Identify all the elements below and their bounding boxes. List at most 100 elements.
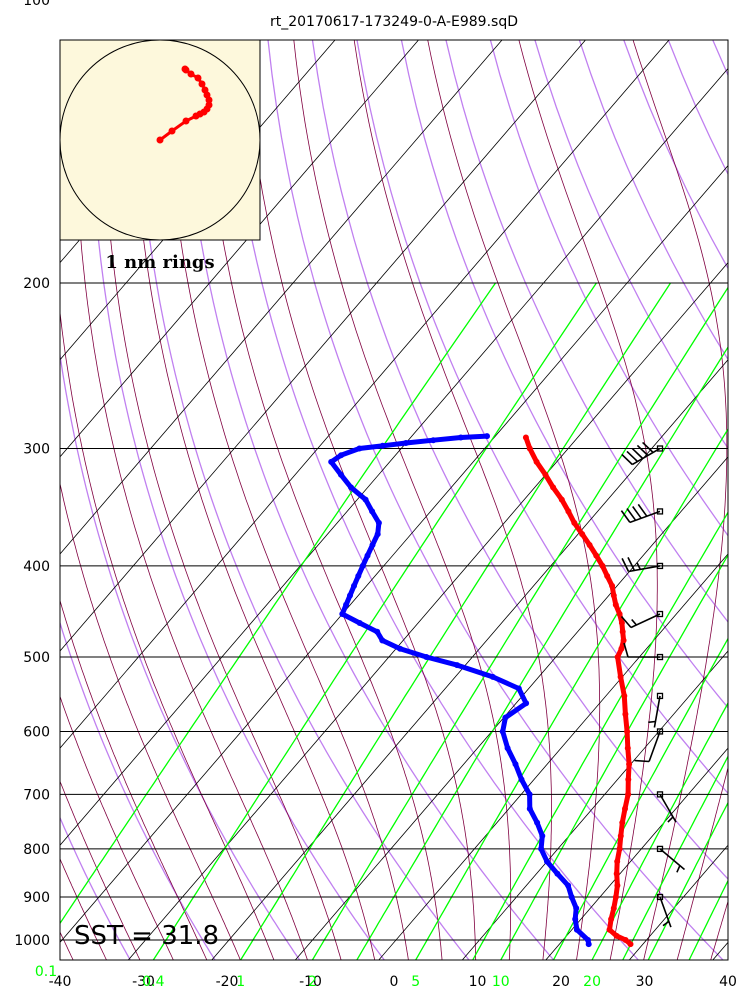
- temperature-tick-labels: -40 -30 -20 -10 0 10 20 30 40: [49, 974, 737, 990]
- mixing-ratio-tick-label: 20: [583, 974, 601, 990]
- dewpoint-point: [339, 611, 346, 617]
- mixing-ratio-lines: [60, 282, 728, 960]
- wind-barbs: [620, 441, 686, 928]
- dewpoint-point: [369, 508, 376, 515]
- mixing-ratio-line: [647, 801, 728, 960]
- temperature-point: [593, 552, 600, 559]
- mixing-ratio-tick-label: 2: [308, 974, 317, 990]
- sst-annotation: SST = 31.8: [74, 921, 219, 951]
- dewpoint-point: [523, 700, 530, 707]
- temperature-point: [558, 496, 565, 503]
- temperature-point: [609, 582, 616, 589]
- isotherm-line: [60, 40, 420, 458]
- dewpoint-point: [572, 916, 579, 923]
- hodograph-point: [168, 127, 176, 135]
- isotherm-line: [211, 359, 728, 960]
- dry-adiabat-line: [534, 40, 728, 450]
- wind-barb-half-feather: [648, 720, 656, 724]
- wind-barb-feather: [626, 450, 639, 463]
- mixing-ratio-line: [591, 701, 728, 960]
- isotherm-line: [60, 40, 503, 555]
- dewpoint-point: [343, 601, 350, 608]
- temperature-point: [606, 926, 613, 933]
- dewpoint-point: [402, 440, 409, 446]
- temperature-point: [620, 637, 627, 644]
- pressure-tick-label: 900: [23, 890, 50, 906]
- plot-frame: [59, 39, 729, 961]
- wind-barb-feather: [636, 444, 649, 457]
- mixing-ratio-tick-label: 1: [236, 974, 245, 990]
- dry-adiabat-line: [400, 40, 728, 709]
- hodograph-label: 1 nm rings: [105, 252, 214, 273]
- dewpoint-point: [397, 645, 404, 652]
- dewpoint-point: [454, 662, 461, 669]
- temperature-tick-label: 10: [469, 974, 487, 990]
- wind-barb-station: [656, 728, 664, 735]
- dewpoint-point: [573, 926, 580, 933]
- hodograph-point: [194, 74, 202, 82]
- dewpoint-point: [362, 496, 369, 503]
- wind-barb-feather: [634, 759, 650, 763]
- temperature-point: [624, 745, 631, 752]
- temperature-point: [565, 508, 572, 515]
- temperature-tick-label: -40: [49, 974, 72, 990]
- dewpoint-point: [489, 673, 496, 680]
- wind-barb-station: [656, 445, 664, 452]
- temperature-point: [579, 531, 586, 538]
- mixing-ratio-tick-label: 0.4: [142, 974, 164, 990]
- temperature-point: [542, 471, 549, 478]
- mixing-ratio-line: [622, 755, 728, 960]
- temperature-tick-label: 40: [719, 974, 737, 990]
- dewpoint-point: [379, 442, 386, 449]
- isotherm-line: [60, 40, 670, 749]
- dewpoint-point: [534, 819, 541, 826]
- wind-barb: [648, 692, 664, 728]
- wind-barb-station: [656, 562, 664, 570]
- dewpoint-point: [359, 562, 366, 569]
- temperature-point: [586, 542, 593, 548]
- mixing-ratio-line: [471, 511, 728, 960]
- mixing-ratio-line: [152, 282, 597, 960]
- wind-barb-station: [656, 845, 664, 853]
- temperature-point: [599, 562, 606, 569]
- dewpoint-point: [356, 445, 363, 452]
- temperature-tick-label: 20: [552, 974, 570, 990]
- mixing-ratio-line: [239, 282, 672, 960]
- hodograph-trace: [156, 65, 213, 144]
- plot-area: [60, 40, 728, 960]
- pressure-tick-label: 300: [23, 442, 50, 458]
- dewpoint-point: [526, 791, 533, 798]
- isotherm-line: [294, 456, 728, 960]
- temperature-point: [627, 941, 634, 948]
- mixing-ratio-line: [311, 286, 728, 960]
- temperature-point: [610, 592, 617, 599]
- temperature-point: [610, 905, 617, 912]
- temperature-point: [604, 573, 611, 579]
- dewpoint-point: [457, 434, 464, 441]
- dewpoint-point: [338, 452, 345, 459]
- dewpoint-point: [379, 637, 386, 644]
- pressure-tick-label: 800: [23, 842, 50, 858]
- wind-barb: [656, 791, 677, 823]
- temperature-tick-label: -10: [299, 974, 322, 990]
- mixing-ratio-tick-label: 0.1: [35, 964, 57, 980]
- dewpoint-point: [351, 582, 357, 589]
- temperature-point: [622, 937, 629, 943]
- mixing-ratio-tick-label: 5: [411, 974, 420, 990]
- dewpoint-point: [539, 832, 546, 839]
- hodograph-point: [201, 86, 209, 94]
- temperature-point: [550, 484, 557, 491]
- dewpoint-point: [355, 573, 362, 579]
- pressure-tick-label: 200: [23, 276, 50, 292]
- temperature-point: [622, 711, 629, 718]
- hodograph-point: [205, 101, 213, 109]
- dewpoint-point: [502, 714, 509, 721]
- dewpoint-point: [526, 805, 533, 812]
- dry-adiabat-line: [445, 40, 728, 624]
- wind-barb: [621, 557, 664, 573]
- dewpoint-point: [348, 484, 354, 491]
- pressure-tick-label: 1000: [14, 933, 50, 949]
- wind-barb-half-feather: [667, 816, 674, 823]
- hodograph-point: [187, 70, 195, 78]
- dewpoint-point: [338, 471, 344, 478]
